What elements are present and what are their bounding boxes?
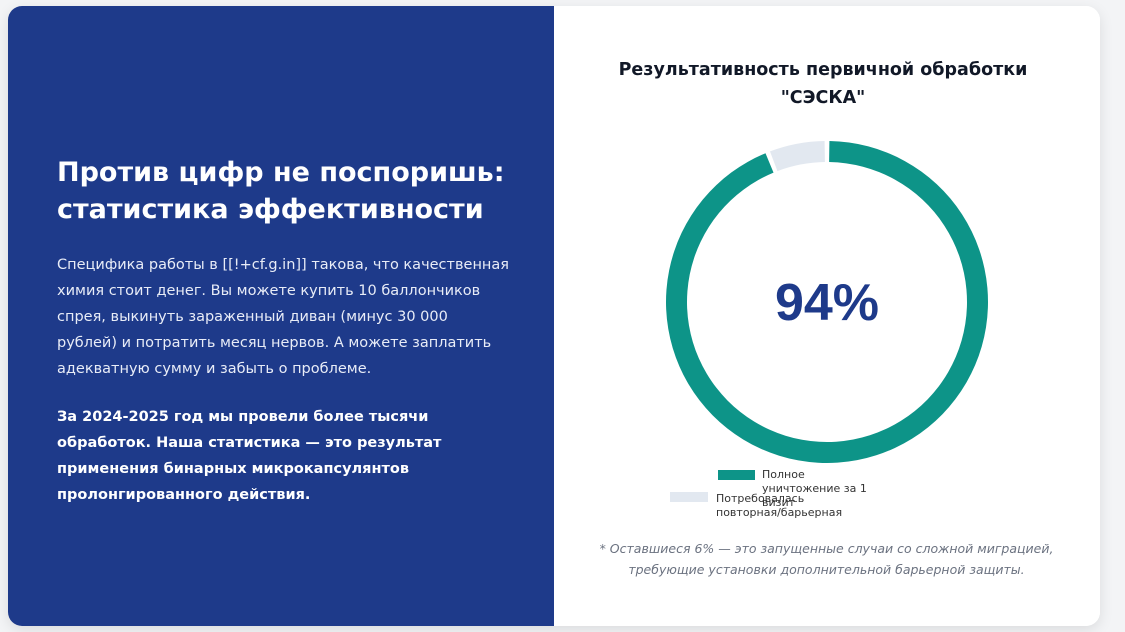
chart-title: Результативность первичной обработки "СЭ… (618, 60, 1028, 108)
stats-card: Против цифр не поспоришь: статистика эфф… (8, 6, 1100, 626)
center-percentage: 94% (775, 274, 879, 332)
legend-swatch-2[interactable] (670, 492, 708, 502)
heading-line-1: Против цифр не поспоришь: (57, 157, 505, 188)
doughnut-slice-2[interactable] (769, 141, 825, 172)
footnote-line-2: требующие установки дополнительной барье… (628, 562, 1025, 577)
legend-label-2-line-1[interactable]: Потребовалась (716, 492, 804, 505)
legend-swatch-1[interactable] (718, 470, 755, 480)
footnote-line-1: * Оставшиеся 6% — это запущенные случаи … (599, 541, 1054, 556)
statistics-paragraph: За 2024-2025 год мы провели более тысячи… (57, 409, 442, 503)
chart-footnote: * Оставшиеся 6% — это запущенные случаи … (584, 538, 1069, 580)
section-heading: Против цифр не поспоришь: статистика эфф… (57, 154, 510, 228)
legend-label-1-line-2[interactable]: уничтожение за 1 (762, 482, 867, 495)
description-paragraph: Специфика работы в [[!+cf.g.in]] такова,… (57, 257, 510, 377)
chart-panel: Результативность первичной обработки "СЭ… (554, 6, 1100, 626)
info-panel: Против цифр не поспоришь: статистика эфф… (8, 6, 554, 626)
legend-label-1-line-3[interactable]: визит (762, 496, 796, 509)
legend-label-2-line-2[interactable]: повторная/барьерная (716, 506, 842, 519)
heading-line-2: статистика эффективности (57, 194, 484, 225)
legend-label-1-line-1[interactable]: Полное (762, 468, 805, 481)
